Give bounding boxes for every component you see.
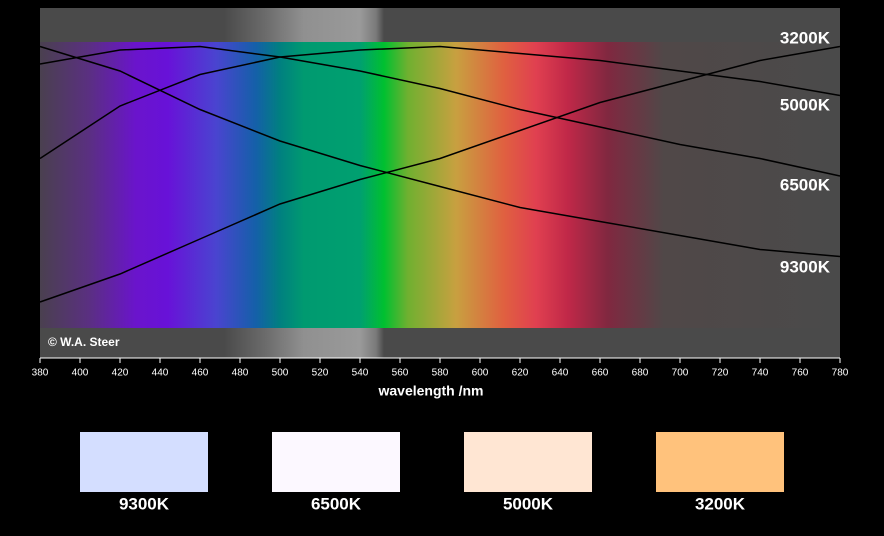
x-tick-label: 380 xyxy=(32,368,49,379)
x-tick-label: 620 xyxy=(512,368,529,379)
x-tick-label: 600 xyxy=(472,368,489,379)
x-tick-label: 420 xyxy=(112,368,129,379)
x-tick-label: 580 xyxy=(432,368,449,379)
swatch-label: 5000K xyxy=(503,494,554,513)
curve xyxy=(39,45,841,177)
x-axis-label: wavelength /nm xyxy=(377,383,483,399)
x-tick-label: 520 xyxy=(312,368,329,379)
x-tick-label: 780 xyxy=(832,368,849,379)
series-label: 3200K xyxy=(780,28,831,47)
series-label: 9300K xyxy=(780,257,831,276)
x-tick-label: 680 xyxy=(632,368,649,379)
color-swatch xyxy=(272,432,400,492)
swatch-label: 9300K xyxy=(119,494,170,513)
x-tick-label: 640 xyxy=(552,368,569,379)
x-tick-label: 480 xyxy=(232,368,249,379)
color-swatch xyxy=(80,432,208,492)
x-tick-label: 540 xyxy=(352,368,369,379)
x-tick-label: 700 xyxy=(672,368,689,379)
x-tick-label: 760 xyxy=(792,368,809,379)
spectrum xyxy=(40,42,840,328)
x-tick-label: 460 xyxy=(192,368,209,379)
color-swatch xyxy=(656,432,784,492)
curve xyxy=(39,45,841,160)
x-tick-label: 660 xyxy=(592,368,609,379)
color-swatch xyxy=(464,432,592,492)
swatch-label: 3200K xyxy=(695,494,746,513)
x-tick-label: 440 xyxy=(152,368,169,379)
swatch-label: 6500K xyxy=(311,494,362,513)
curve xyxy=(39,45,841,258)
x-tick-label: 400 xyxy=(72,368,89,379)
series-label: 5000K xyxy=(780,95,831,114)
credit: © W.A. Steer xyxy=(48,335,120,349)
x-tick-label: 560 xyxy=(392,368,409,379)
x-tick-label: 740 xyxy=(752,368,769,379)
x-tick-label: 500 xyxy=(272,368,289,379)
series-label: 6500K xyxy=(780,175,831,194)
x-tick-label: 720 xyxy=(712,368,729,379)
